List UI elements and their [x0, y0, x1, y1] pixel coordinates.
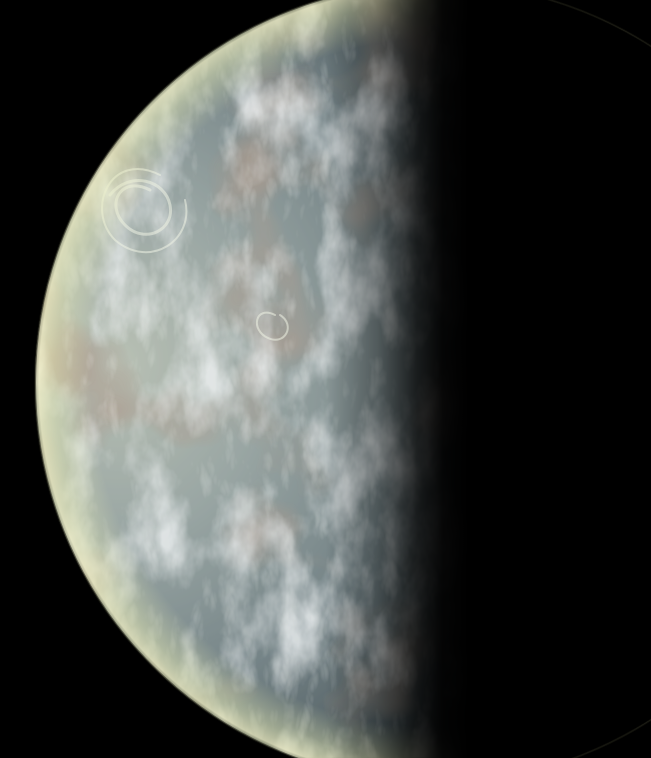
planet-limb: [34, 0, 651, 758]
